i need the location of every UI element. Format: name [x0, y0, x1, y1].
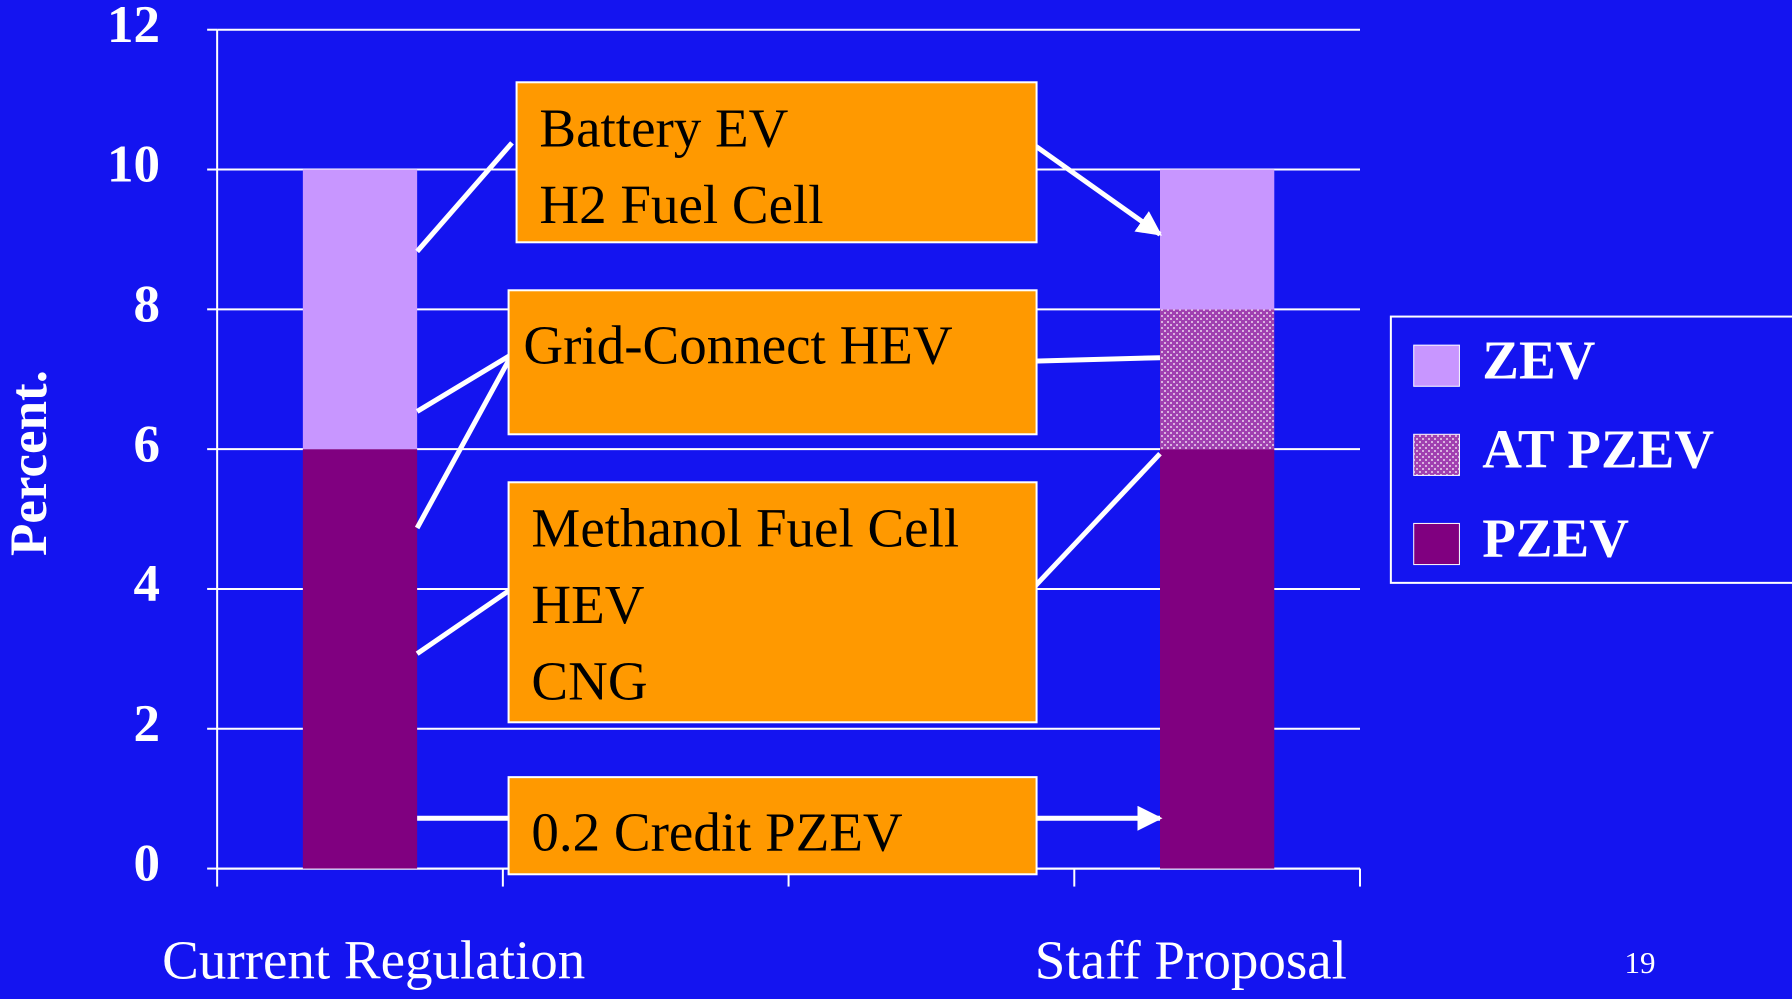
- page-number: 19: [1625, 945, 1656, 980]
- y-tick-label: 8: [134, 275, 161, 333]
- connector: [414, 353, 515, 530]
- bar-segment: [1160, 309, 1275, 450]
- annotation-text: H2 Fuel Cell: [539, 174, 823, 235]
- y-tick-label: 12: [107, 0, 160, 54]
- legend-box: [1389, 315, 1792, 584]
- y-tick-label: 0: [134, 835, 161, 893]
- annotation-text: HEV: [531, 574, 644, 635]
- annotation-text: 0.2 Credit PZEV: [531, 801, 903, 862]
- bar-segment: [302, 169, 418, 450]
- y-tick-label: 4: [134, 555, 161, 613]
- legend-swatch: [1413, 433, 1460, 476]
- y-tick-label: 6: [134, 415, 161, 473]
- annotation-box: [507, 289, 1038, 436]
- annotation-box: [507, 481, 1038, 724]
- annotation-box: [507, 776, 1038, 876]
- bar-segment: [302, 449, 418, 869]
- y-axis-label: Percent.: [0, 370, 58, 556]
- y-tick-label: 2: [134, 695, 161, 753]
- legend-swatch: [1413, 344, 1460, 387]
- bar-segment: [1160, 449, 1275, 869]
- connector: [1024, 451, 1162, 598]
- legend-swatch: [1413, 522, 1460, 566]
- x-tick-label: Staff Proposal: [1035, 929, 1347, 990]
- x-tick-label: Current Regulation: [162, 929, 585, 990]
- connector: [415, 352, 514, 414]
- connector: [1034, 355, 1161, 364]
- bar-segment: [1160, 169, 1275, 310]
- connector: [415, 141, 514, 254]
- annotation-text: Battery EV: [539, 97, 788, 158]
- legend-label: PZEV: [1482, 508, 1629, 569]
- legend-label: AT PZEV: [1482, 418, 1714, 479]
- legend-label: ZEV: [1482, 329, 1595, 390]
- y-tick-label: 10: [107, 136, 160, 194]
- annotation-text: Grid-Connect HEV: [523, 314, 952, 375]
- annotation-text: CNG: [531, 650, 647, 711]
- connector: [415, 586, 514, 656]
- annotation-text: Methanol Fuel Cell: [531, 497, 959, 558]
- annotation-box: [515, 81, 1038, 244]
- connector: [1032, 143, 1163, 237]
